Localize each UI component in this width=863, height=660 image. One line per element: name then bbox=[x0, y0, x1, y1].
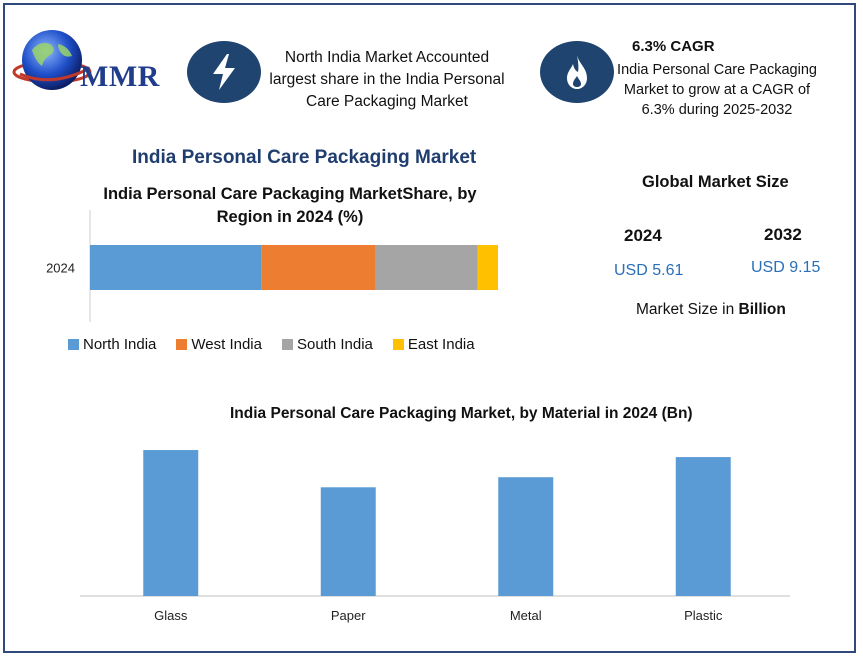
region-category-label: 2024 bbox=[46, 261, 75, 276]
material-label-plastic: Plastic bbox=[684, 608, 723, 623]
legend-swatch bbox=[392, 339, 404, 350]
legend-swatch bbox=[176, 339, 188, 350]
logo-text: MMR bbox=[80, 60, 160, 93]
region-chart-title: India Personal Care Packaging MarketShar… bbox=[103, 185, 477, 226]
market-size-2032: USD 9.15 bbox=[751, 259, 821, 276]
material-chart-title: India Personal Care Packaging Market, by… bbox=[230, 405, 693, 422]
material-bar-glass bbox=[143, 450, 199, 596]
global-market-title: Global Market Size bbox=[642, 173, 789, 191]
market-size-unit-note: Market Size in Billion bbox=[636, 301, 786, 319]
material-bar-plastic bbox=[675, 457, 731, 596]
material-chart: Glass Paper Metal Plastic bbox=[80, 450, 790, 623]
globe-icon bbox=[12, 30, 92, 90]
legend-item-south-india: South India bbox=[281, 336, 373, 353]
region-legend: North India West India South India East Ind… bbox=[68, 336, 475, 353]
region-bar-west-india bbox=[261, 245, 376, 290]
legend-label: West India bbox=[191, 336, 262, 353]
market-size-2024: USD 5.61 bbox=[614, 262, 684, 279]
material-bar-paper bbox=[320, 487, 376, 596]
legend-item-east-india: East India bbox=[392, 336, 475, 353]
material-label-glass: Glass bbox=[154, 608, 188, 623]
region-bar-east-india bbox=[477, 245, 498, 290]
legend-label: South India bbox=[296, 336, 373, 353]
material-label-paper: Paper bbox=[331, 608, 366, 623]
legend-item-west-india: West India bbox=[176, 336, 262, 353]
legend-item-north-india: North India bbox=[68, 336, 156, 353]
legend-swatch bbox=[68, 339, 79, 350]
year-2024-label: 2024 bbox=[624, 226, 662, 245]
infographic-frame bbox=[3, 3, 856, 653]
region-share-chart: 2024 bbox=[46, 210, 498, 322]
legend-label: North India bbox=[83, 336, 157, 353]
unit-note-prefix: Market Size in bbox=[636, 301, 739, 318]
material-bar-metal bbox=[498, 477, 554, 596]
region-bar-north-india bbox=[90, 245, 262, 290]
flame-icon bbox=[540, 41, 614, 103]
north-india-share-note: North India Market Accounted largest sha… bbox=[269, 49, 505, 110]
material-label-metal: Metal bbox=[510, 608, 542, 623]
year-2032-label: 2032 bbox=[764, 225, 802, 244]
main-title: India Personal Care Packaging Market bbox=[132, 147, 477, 168]
legend-swatch bbox=[281, 339, 293, 350]
region-bar-south-india bbox=[375, 245, 478, 290]
legend-label: East India bbox=[407, 336, 475, 353]
cagr-description: India Personal Care Packaging Market to … bbox=[617, 62, 817, 118]
unit-note-unit: Billion bbox=[738, 301, 786, 318]
cagr-title: 6.3% CAGR bbox=[632, 38, 715, 55]
lightning-icon bbox=[187, 41, 261, 103]
logo: MMR bbox=[10, 22, 175, 102]
